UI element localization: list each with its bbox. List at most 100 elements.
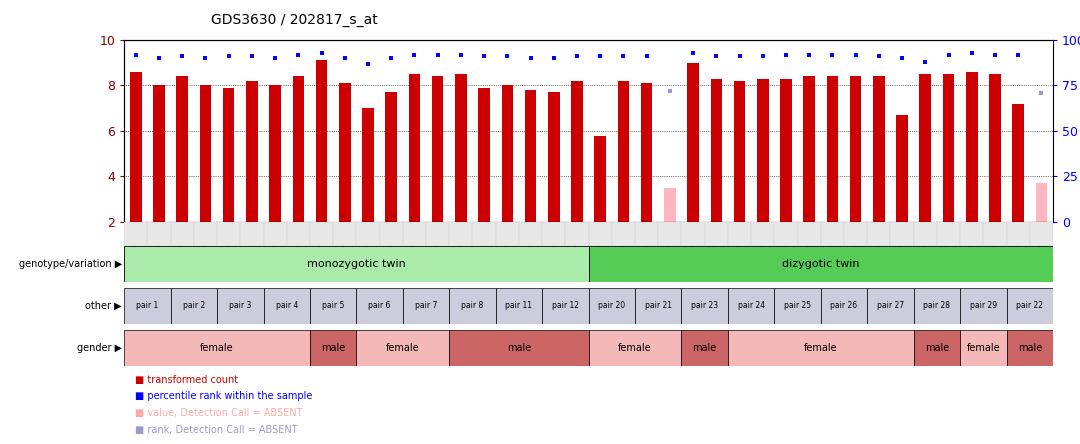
Bar [873, 76, 885, 222]
Text: other ▶: other ▶ [85, 301, 122, 311]
Bar [594, 135, 606, 222]
Text: monozygotic twin: monozygotic twin [307, 259, 406, 269]
Text: pair 23: pair 23 [691, 301, 718, 310]
Bar [432, 76, 444, 222]
Text: pair 24: pair 24 [738, 301, 765, 310]
Bar [711, 79, 723, 222]
Bar [264, 222, 287, 246]
Text: male: male [924, 343, 949, 353]
Bar [890, 222, 914, 246]
Text: female: female [804, 343, 838, 353]
Bar [566, 222, 589, 246]
Bar [1007, 288, 1053, 324]
Bar [130, 72, 141, 222]
Text: ■ transformed count: ■ transformed count [135, 374, 238, 385]
Bar [797, 222, 821, 246]
Bar [496, 288, 542, 324]
Bar [194, 222, 217, 246]
Text: pair 28: pair 28 [923, 301, 950, 310]
Text: pair 25: pair 25 [784, 301, 811, 310]
Bar [687, 63, 699, 222]
Bar [426, 222, 449, 246]
Bar [362, 108, 374, 222]
Bar [589, 246, 1053, 282]
Bar [937, 222, 960, 246]
Bar [914, 222, 937, 246]
Bar [728, 330, 914, 366]
Bar [501, 86, 513, 222]
Bar [356, 288, 403, 324]
Bar [681, 330, 728, 366]
Text: pair 6: pair 6 [368, 301, 391, 310]
Bar [124, 246, 589, 282]
Bar [217, 288, 264, 324]
Text: pair 27: pair 27 [877, 301, 904, 310]
Bar [659, 222, 681, 246]
Bar [449, 288, 496, 324]
Bar [989, 74, 1001, 222]
Bar [472, 222, 496, 246]
Text: GDS3630 / 202817_s_at: GDS3630 / 202817_s_at [211, 12, 377, 27]
Bar [826, 76, 838, 222]
Bar [774, 222, 797, 246]
Bar [589, 288, 635, 324]
Bar [525, 90, 537, 222]
Bar [153, 86, 165, 222]
Bar [780, 79, 792, 222]
Bar [548, 92, 559, 222]
Bar [124, 222, 147, 246]
Bar [960, 288, 1007, 324]
Bar [264, 288, 310, 324]
Bar [449, 222, 473, 246]
Bar [386, 92, 397, 222]
Text: pair 22: pair 22 [1016, 301, 1043, 310]
Bar [408, 74, 420, 222]
Bar [774, 288, 821, 324]
Text: ■ value, Detection Call = ABSENT: ■ value, Detection Call = ABSENT [135, 408, 302, 418]
Bar [403, 222, 426, 246]
Bar [1036, 183, 1048, 222]
Text: female: female [967, 343, 1000, 353]
Bar [380, 222, 403, 246]
Bar [589, 222, 612, 246]
Text: female: female [386, 343, 420, 353]
Bar [241, 222, 264, 246]
Bar [519, 222, 542, 246]
Bar [681, 288, 728, 324]
Bar [1030, 222, 1053, 246]
Bar [147, 222, 171, 246]
Bar [310, 222, 333, 246]
Text: pair 29: pair 29 [970, 301, 997, 310]
Bar [867, 222, 890, 246]
Bar [478, 88, 490, 222]
Bar [356, 330, 449, 366]
Bar [681, 222, 705, 246]
Bar [896, 115, 908, 222]
Bar [845, 222, 867, 246]
Text: pair 3: pair 3 [229, 301, 252, 310]
Bar [728, 288, 774, 324]
Bar [821, 222, 845, 246]
Bar [733, 81, 745, 222]
Bar [171, 222, 194, 246]
Bar [984, 222, 1007, 246]
Text: male: male [321, 343, 346, 353]
Text: genotype/variation ▶: genotype/variation ▶ [18, 259, 122, 269]
Bar [664, 188, 676, 222]
Text: gender ▶: gender ▶ [77, 343, 122, 353]
Bar [1012, 104, 1024, 222]
Text: pair 26: pair 26 [831, 301, 858, 310]
Bar [635, 288, 681, 324]
Text: pair 11: pair 11 [505, 301, 532, 310]
Bar [757, 79, 769, 222]
Text: male: male [692, 343, 717, 353]
Bar [914, 330, 960, 366]
Bar [124, 288, 171, 324]
Bar [618, 81, 630, 222]
Text: pair 7: pair 7 [415, 301, 437, 310]
Bar [1007, 222, 1030, 246]
Text: pair 2: pair 2 [183, 301, 205, 310]
Text: pair 4: pair 4 [275, 301, 298, 310]
Text: pair 12: pair 12 [552, 301, 579, 310]
Bar [217, 222, 240, 246]
